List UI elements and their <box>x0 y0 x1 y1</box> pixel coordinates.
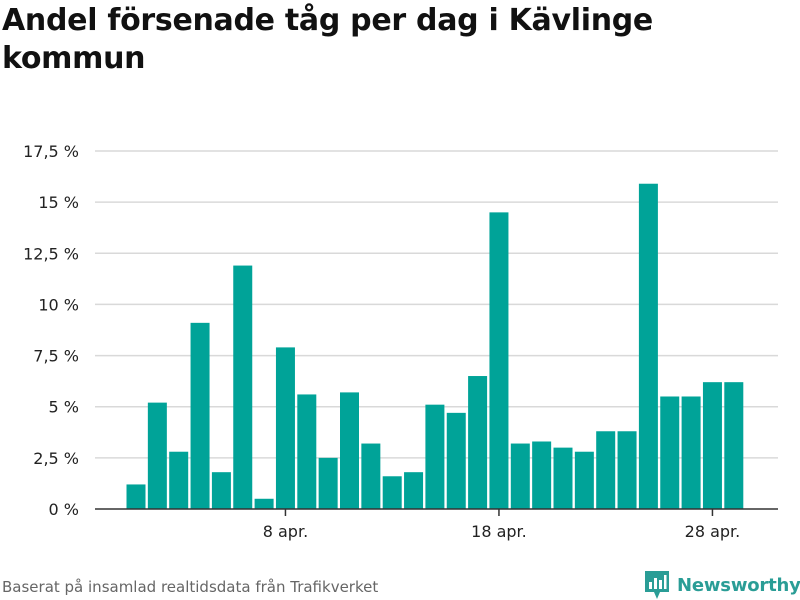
bar <box>681 396 701 509</box>
x-tick-label: 8 apr. <box>263 522 308 541</box>
bar <box>574 451 594 509</box>
bar <box>510 443 530 509</box>
y-tick-label: 15 % <box>38 193 79 212</box>
brand-name: Newsworthy <box>677 574 800 596</box>
bar <box>318 457 338 509</box>
bar <box>446 412 466 509</box>
bar <box>724 382 744 509</box>
bar <box>660 396 680 509</box>
newsworthy-logo-icon <box>645 571 669 599</box>
bar <box>254 498 274 509</box>
bar <box>702 382 722 509</box>
source-note: Baserat på insamlad realtidsdata från Tr… <box>2 578 379 596</box>
bar <box>297 394 317 509</box>
bar <box>361 443 381 509</box>
y-tick-label: 17,5 % <box>23 142 79 161</box>
bar <box>638 183 658 510</box>
bar <box>275 347 295 509</box>
bar <box>169 451 189 509</box>
bar <box>596 431 616 509</box>
bar <box>617 431 637 509</box>
y-tick-label: 0 % <box>49 500 79 519</box>
bar <box>489 212 509 509</box>
bar <box>233 265 253 509</box>
bars <box>126 183 744 510</box>
x-tick-label: 28 apr. <box>685 522 741 541</box>
bar <box>211 472 231 509</box>
bar <box>126 484 146 509</box>
bar <box>147 402 167 509</box>
bar <box>382 476 402 509</box>
bar <box>190 322 210 509</box>
bar <box>340 392 359 509</box>
brand-logo: Newsworthy <box>644 570 800 600</box>
y-tick-label: 2,5 % <box>33 449 79 468</box>
x-axis-ticks: 8 apr. 18 apr. 28 apr. <box>263 509 741 541</box>
y-tick-label: 12,5 % <box>23 244 79 263</box>
bar <box>425 404 445 509</box>
bar <box>404 472 424 509</box>
chart-title: Andel försenade tåg per dag i Kävlinge k… <box>2 3 653 76</box>
bar <box>468 376 488 509</box>
y-axis-ticks: 0 % 2,5 % 5 % 7,5 % 10 % 12,5 % 15 % 17,5 % <box>23 142 79 519</box>
bar <box>532 441 552 509</box>
y-tick-label: 10 % <box>38 295 79 314</box>
y-tick-label: 5 % <box>49 398 79 417</box>
x-tick-label: 18 apr. <box>471 522 527 541</box>
y-tick-label: 7,5 % <box>33 347 79 366</box>
bar <box>553 447 573 509</box>
